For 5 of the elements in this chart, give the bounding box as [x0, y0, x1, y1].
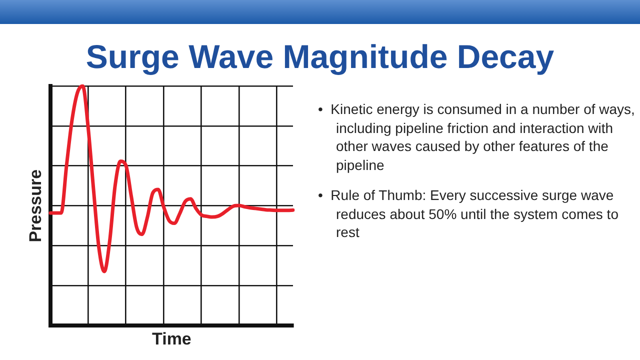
y-axis-title: Pressure [26, 169, 45, 242]
text: • Kinetic energy is consumed in a number of ways, including pipeline friction and interaction with other waves caused by other features of the pipeline [318, 100, 636, 174]
text: • Rule of Thumb: Every successive surge wave reduces about 50% until the system comes to rest [318, 186, 620, 242]
chart-title: Surge Wave Magnitude Decay [84, 38, 556, 76]
x-axis-title: Time [152, 329, 192, 348]
